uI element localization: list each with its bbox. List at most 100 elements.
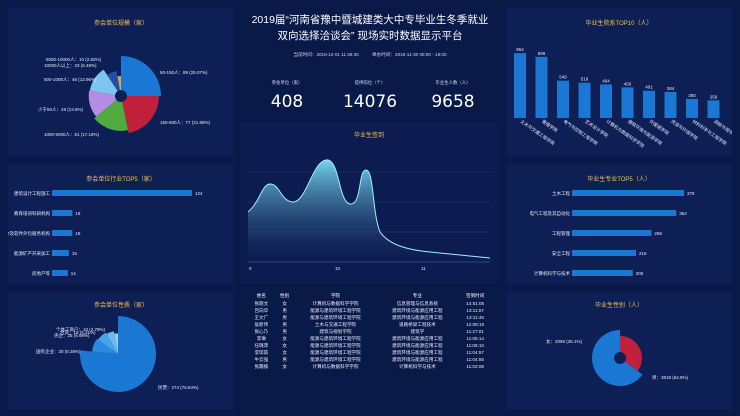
table-row: 张心乃 男 建筑与规划学院 建筑学 11:27:01	[248, 328, 492, 335]
table-cell: 男	[282, 314, 287, 320]
major-bar	[572, 230, 652, 236]
department-category-label: 土木与交通工程学院	[519, 118, 557, 147]
stat-graduates: 毕业生人数（人） 9658	[413, 80, 493, 112]
department-bar	[664, 91, 677, 118]
panel-major: 毕业生专业TOP5（人） 土木工程 378 电气工程及其自动化 352 工程管理 268 安…	[506, 164, 732, 284]
table-row: 张霜楠 女 计算机与数据科学学院 计算机科学与技术 11:02:08	[248, 363, 492, 370]
nature-slice-label: 个体工商户：10 (2.79%)	[56, 326, 106, 333]
table-cell: 李琳	[256, 335, 266, 341]
scale-pie-slice	[107, 71, 120, 91]
major-value-label: 378	[687, 191, 695, 196]
department-category-label: 建筑环境与能源学院	[626, 118, 664, 147]
scale-slice-label: 5000-10000人：10 (2.82%)	[46, 57, 102, 62]
department-value-label: 954	[516, 47, 524, 52]
table-cell: 13:11:46	[466, 315, 484, 320]
department-category-label: 材料科学与工程学院	[691, 118, 729, 147]
industry-bar	[52, 270, 68, 276]
table-cell: 能源与建筑环境工程学院	[310, 307, 361, 313]
panel-department: 毕业生院系TOP10（人） 954 土木与交通工程学院 899 管理学院 549 电气与控…	[506, 8, 732, 156]
table-cell: 张晓文	[254, 300, 269, 306]
gender-slice-label: 男：3818 (64.9%)	[652, 375, 689, 381]
department-value-label: 401	[645, 85, 653, 90]
major-value-label: 268	[654, 231, 662, 236]
major-category-label: 土木工程	[552, 190, 570, 197]
table-header: 姓名	[256, 293, 266, 298]
gender-pie-slice	[592, 330, 643, 386]
department-value-label: 549	[559, 75, 567, 80]
nature-pie-slice	[92, 338, 118, 354]
industry-bar	[52, 210, 73, 216]
department-value-label: 899	[538, 51, 546, 56]
scale-pie-slice	[122, 96, 159, 134]
nature-pie-slice	[97, 332, 118, 354]
department-bar	[621, 87, 634, 118]
panel-scale: 参会单位规模（家） 50-150人：89 (25.07%) 150-500人：77…	[8, 8, 234, 156]
department-value-label: 259	[710, 94, 718, 99]
page-title-line2: 双向选择洽谈会” 现场实时数据显示平台	[277, 30, 463, 42]
table-cell: 张霜楠	[254, 363, 269, 369]
table-cell: 吕向华	[254, 307, 269, 313]
table-cell: 计算机与数据科学学院	[312, 363, 359, 369]
major-bar-chart: 土木工程 378 电气工程及其自动化 352 工程管理 268 安全工程 216 计算机科学与技…	[530, 190, 695, 277]
table-cell: 能源与建筑环境工程学院	[310, 314, 361, 320]
department-category-label: 计算机与数据科学学院	[605, 118, 646, 150]
event-time: 举办时间：2018-11-30 08:00 - 18:00	[372, 52, 447, 57]
panel-industry: 参会单位行业TOP5（家） 建筑设计工程施工 124 教育培训科研机构 18 IT及软件…	[8, 164, 234, 284]
department-bar	[578, 82, 591, 118]
panel-nature: 参会单位性质（家） 民营：274 (76.54%) 国有企业：30 (8.38%)…	[8, 292, 234, 410]
industry-value-label: 18	[75, 211, 81, 216]
table-cell: 11:05:10	[466, 343, 484, 348]
table-cell: 任璐萍	[254, 342, 269, 348]
table-header: 专业	[412, 293, 422, 298]
stat-graduates-value: 9658	[431, 92, 475, 112]
major-bar	[572, 210, 677, 216]
department-bar	[686, 98, 698, 118]
nature-pie-slice	[106, 331, 118, 354]
table-cell: 女	[282, 335, 287, 341]
panel-scale-title: 参会单位规模（家）	[93, 21, 148, 27]
industry-category-label: IT及软件外包服务机构	[8, 230, 50, 237]
table-cell: 11:04:55	[466, 357, 484, 362]
table-cell: 李琼茹	[254, 349, 269, 355]
table-cell: 男	[282, 328, 287, 334]
major-value-label: 352	[679, 211, 687, 216]
table-cell: 建筑环境与能源应用工程	[392, 307, 443, 313]
table-cell: 11:27:01	[466, 329, 484, 334]
scale-pie-slice	[89, 69, 118, 95]
department-category-label: 管理学院	[540, 118, 559, 134]
department-value-label: 494	[602, 78, 610, 83]
table-row: 牛云强 男 能源与建筑环境工程学院 建筑环境与能源应用工程 11:04:55	[248, 356, 492, 363]
industry-bar	[52, 190, 192, 196]
table-cell: 王文广	[254, 314, 269, 320]
panel-sign-in: 毕业生签到 0 10 11	[240, 122, 498, 284]
stat-positions: 提供岗位（个） 14076	[330, 80, 410, 112]
major-bar	[572, 270, 633, 276]
table-cell: 女	[282, 300, 287, 306]
scale-pie-slice	[117, 75, 121, 91]
table-cell: 建筑学	[410, 328, 425, 334]
nature-slice-label: 央企：25 (6.98%)	[54, 332, 90, 339]
scale-pie-chart: 50-150人：89 (25.07%) 150-500人：77 (21.69%) 1…	[38, 56, 211, 137]
major-bar	[572, 190, 684, 196]
stat-companies-label: 参会单位（家）	[271, 80, 303, 85]
scale-slice-label: 150-500人：77 (21.69%)	[160, 120, 211, 125]
table-cell: 13:11:57	[466, 308, 484, 313]
department-bar	[535, 56, 548, 118]
scale-pie-slice	[88, 90, 117, 117]
scale-slice-label: 少于50人：49 (13.8%)	[38, 107, 84, 112]
table-cell: 建筑环境与能源应用工程	[392, 314, 443, 320]
table-header-row: 姓名 性别 学院 专业 签到时间	[248, 292, 492, 300]
table-header: 学院	[330, 293, 341, 298]
scale-pie-slice	[121, 56, 161, 97]
table-cell: 11:04:57	[466, 350, 484, 355]
panel-industry-title: 参会单位行业TOP5（家）	[86, 177, 156, 183]
table-cell: 女	[282, 363, 287, 369]
stat-positions-value: 14076	[342, 92, 398, 112]
panel-sign-in-title: 毕业生签到	[353, 133, 384, 139]
department-bar	[600, 84, 612, 118]
scale-slice-label: 10000人以上：23 (6.48%)	[44, 62, 97, 68]
table-row: 吕向华 男 能源与建筑环境工程学院 建筑环境与能源应用工程 13:11:57	[248, 307, 492, 314]
department-value-label: 280	[688, 93, 696, 98]
panel-major-title: 毕业生专业TOP5（人）	[587, 177, 651, 183]
gender-pie-slice	[620, 336, 642, 372]
